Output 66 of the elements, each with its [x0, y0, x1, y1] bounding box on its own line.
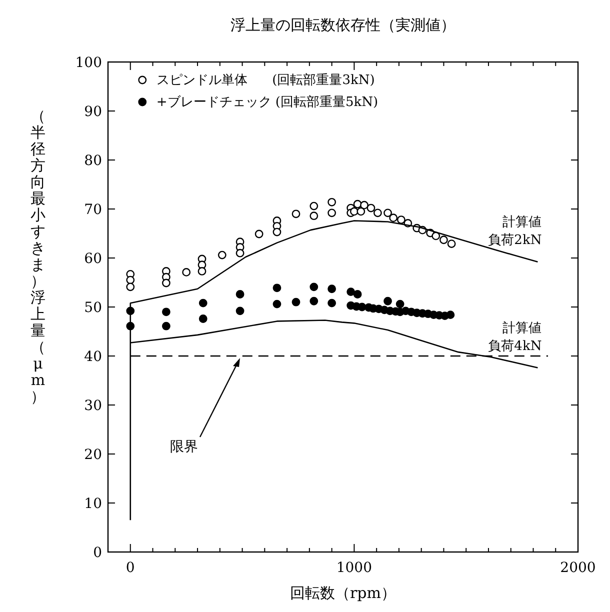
- point: [310, 212, 318, 220]
- y-tick-label: 10: [84, 496, 102, 512]
- point: [236, 248, 244, 258]
- ref-line-label: 限界: [170, 439, 198, 455]
- point: [272, 300, 282, 308]
- point: [272, 228, 282, 236]
- point: [358, 302, 366, 312]
- point: [254, 230, 264, 238]
- point: [350, 207, 358, 216]
- y-tick-label: 90: [84, 104, 102, 120]
- point: [389, 214, 398, 222]
- point: [292, 210, 300, 218]
- point: [310, 282, 318, 292]
- y-tick-label: 100: [75, 55, 102, 71]
- point: [162, 278, 170, 288]
- y-tick-label: 30: [84, 398, 102, 414]
- point: [328, 198, 336, 206]
- point: [218, 250, 226, 260]
- point: [432, 232, 440, 240]
- point: [236, 290, 244, 298]
- y-tick-label: 80: [84, 153, 102, 169]
- series-label: 計算値負荷4kN: [488, 320, 542, 354]
- point: [346, 288, 356, 296]
- point: [396, 216, 406, 224]
- point: [126, 276, 135, 284]
- y-tick-label: 60: [84, 251, 102, 267]
- point: [292, 298, 300, 306]
- x-axis-title: 回転数（rpm）: [290, 584, 396, 602]
- x-tick-label: 0: [126, 560, 135, 576]
- point: [353, 290, 362, 298]
- point: [396, 300, 404, 308]
- point: [447, 240, 456, 248]
- y-tick-label: 50: [84, 300, 102, 316]
- chart-title: 浮上量の回転数依存性（実測値）: [230, 16, 456, 34]
- y-tick-label: 20: [84, 447, 102, 463]
- point: [272, 284, 282, 292]
- point: [198, 267, 206, 276]
- point: [440, 236, 448, 244]
- point: [162, 308, 170, 316]
- y-tick-label: 70: [84, 202, 102, 218]
- point: [446, 310, 455, 320]
- point: [198, 298, 208, 308]
- series-label: 計算値負荷2kN: [488, 214, 542, 248]
- y-tick-label: 40: [84, 349, 102, 365]
- point: [384, 208, 392, 218]
- legend-label: スピンドル単体 (回転部重量3kN): [156, 73, 375, 88]
- point: [328, 298, 336, 308]
- point: [373, 208, 382, 218]
- legend-label: +ブレードチェック (回転部重量5kN): [156, 95, 378, 110]
- point: [162, 322, 170, 330]
- point: [328, 284, 336, 294]
- point: [236, 306, 244, 316]
- y-tick-label: 0: [93, 545, 102, 561]
- text: （半径方向最小すきま）浮上量（μm）: [30, 106, 46, 406]
- point: [384, 296, 392, 306]
- x-tick-label: 2000: [560, 560, 596, 576]
- point: [366, 204, 376, 212]
- point: [356, 207, 366, 216]
- point: [360, 200, 368, 210]
- point: [310, 202, 318, 210]
- x-tick-label: 1000: [336, 560, 372, 576]
- point: [126, 282, 135, 292]
- point: [310, 296, 318, 306]
- point: [182, 268, 191, 276]
- point: [198, 314, 208, 323]
- point: [328, 208, 336, 218]
